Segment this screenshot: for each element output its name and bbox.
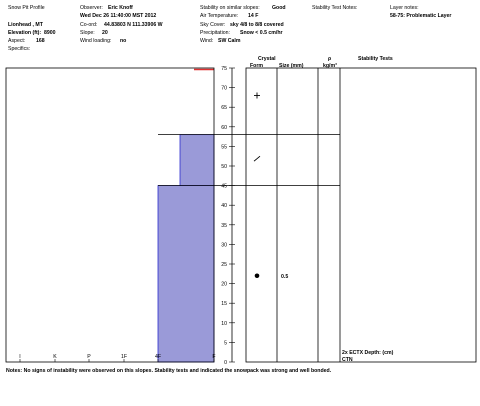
hardness-layer-1	[179, 134, 215, 186]
form-header: Form	[250, 63, 263, 69]
wind-label: Wind:	[200, 38, 214, 44]
coord-label: Co-ord:	[80, 22, 98, 28]
stability-tests-header: Stability Tests	[358, 56, 393, 62]
air-temp-label: Air Temperature:	[200, 13, 239, 19]
precip-label: Precipitation:	[200, 30, 230, 36]
slope-label: Slope:	[80, 30, 95, 36]
precip-value: Snow < 0.5 cm/hr	[240, 30, 283, 36]
stability-test-code: CTN	[342, 357, 353, 363]
footer-notes: Notes: No signs of instability were obse…	[6, 368, 332, 374]
aspect-value: 168	[36, 38, 45, 44]
observer-value: Eric Knoff	[108, 5, 133, 11]
layer-notes-label: Layer notes:	[390, 5, 419, 11]
density-unit-header: kg/m³	[323, 63, 337, 69]
hardness-tick-label: P	[87, 354, 91, 360]
hardness-layer-0	[157, 185, 215, 363]
hardness-tick-label: 1F	[121, 354, 127, 360]
slope-value: 20	[102, 30, 108, 36]
stability-notes-label: Stability Test Notes:	[312, 5, 358, 11]
depth-tick-label: 70	[221, 86, 227, 92]
depth-tick-label: 15	[221, 301, 227, 307]
depth-tick-label: 35	[221, 223, 227, 229]
depth-tick-label: 30	[221, 242, 227, 248]
air-temp-value: 14 F	[248, 13, 259, 19]
depth-tick-label: 40	[221, 203, 227, 209]
hardness-tick-label: F	[212, 354, 215, 360]
depth-axis: 0 5 10 15 20 25 30 35 40 45 50 55 60 65 70 75	[221, 66, 235, 366]
hardness-tick-label: I	[19, 354, 20, 360]
size-header: Size (mm)	[279, 63, 304, 69]
location: Lionhead , MT	[8, 22, 43, 28]
crystal-symbol-dot	[254, 273, 260, 279]
depth-tick-label: 65	[221, 105, 227, 111]
depth-tick-label: 10	[221, 321, 227, 327]
aspect-label: Aspect:	[8, 38, 26, 44]
rho-header: ρ	[328, 56, 332, 62]
wind-loading-value: no	[120, 38, 127, 44]
depth-tick-label: 20	[221, 282, 227, 288]
depth-tick-label: 25	[221, 262, 227, 268]
hardness-axis: I K P 1F 4F F	[19, 354, 216, 362]
layer-notes-value: 58-75: Problematic Layer	[390, 13, 452, 19]
depth-tick-label: 75	[221, 66, 227, 72]
sky-value: sky 4/8 to 8/8 covered	[230, 22, 284, 28]
sky-label: Sky Cover:	[200, 22, 226, 28]
stability-test-result: 2x ECTX Depth: (cm)	[342, 350, 394, 356]
crystal-size-label: 0.5	[281, 274, 288, 280]
specifics-label: Specifics:	[8, 46, 31, 52]
depth-tick-label: 50	[221, 164, 227, 170]
hardness-plot-frame	[5, 67, 215, 363]
hardness-tick-label: 4F	[155, 354, 161, 360]
chart-frames	[5, 67, 477, 363]
coord-value: 44.83803 N 111.33906 W	[104, 22, 163, 28]
wind-loading-label: Wind loading:	[80, 38, 112, 44]
depth-tick-label: 60	[221, 125, 227, 131]
depth-tick-label: 45	[221, 184, 227, 190]
hardness-layers	[157, 68, 215, 363]
elevation-label: Elevation (ft):	[8, 30, 42, 36]
crystal-symbols: 0.5	[253, 92, 288, 280]
crystal-symbol-plus	[254, 92, 260, 99]
hardness-tick-label: K	[53, 354, 57, 360]
wind-value: SW Calm	[218, 38, 241, 44]
stability-value: Good	[272, 5, 286, 11]
crystal-header: Crystal	[258, 56, 276, 62]
table-frame	[245, 67, 477, 363]
crystal-symbol-slash	[253, 155, 261, 162]
stability-label: Stability on similar slopes:	[200, 5, 260, 11]
elevation-value: 8900	[44, 30, 56, 36]
profile-title: Snow Pit Profile	[8, 5, 45, 11]
depth-tick-label: 55	[221, 144, 227, 150]
depth-tick-label: 0	[224, 360, 227, 366]
observer-label: Observer:	[80, 5, 103, 11]
depth-tick-label: 5	[224, 340, 227, 346]
observation-datetime: Wed Dec 26 11:40:00 MST 2012	[80, 13, 157, 19]
layer-boundaries	[158, 134, 340, 186]
